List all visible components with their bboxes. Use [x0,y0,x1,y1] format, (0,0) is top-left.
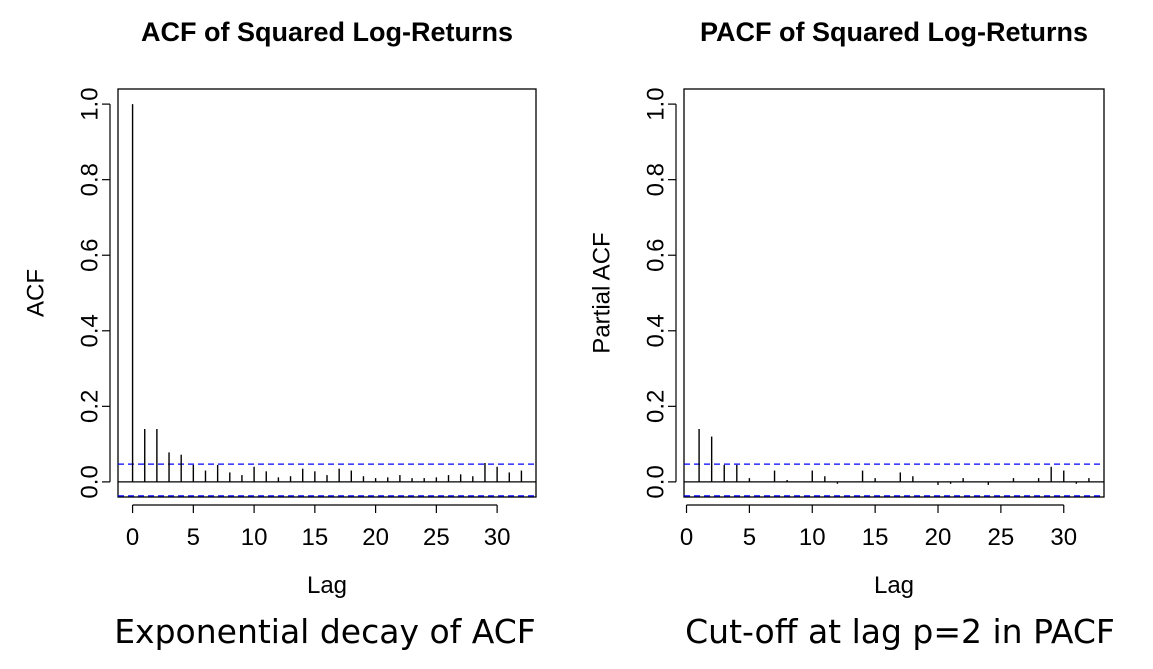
acf-x-tick-label-10: 10 [241,524,268,551]
acf-x-tick-label-30: 30 [484,524,511,551]
pacf-chart: PACF of Squared Log-Returns 0 5 10 15 20 25 30 L… [589,17,1105,599]
acf-y-tick-label-2: 0.4 [77,314,104,347]
pacf-y-tick-label-5: 1.0 [643,87,670,120]
acf-y-tick-label-4: 0.8 [77,163,104,196]
acf-x-tick-label-25: 25 [423,524,450,551]
pacf-y-tick-label-1: 0.2 [643,390,670,423]
pacf-x-tick-label-20: 20 [925,524,952,551]
pacf-x-tick-label-30: 30 [1050,524,1077,551]
acf-x-tick-label-20: 20 [362,524,389,551]
pacf-plot-frame [683,88,1105,498]
acf-y-axis-label: ACF [23,269,50,317]
pacf-x-tick-label-0: 0 [680,524,693,551]
pacf-x-tick-label-5: 5 [743,524,756,551]
pacf-caption: Cut-off at lag p=2 in PACF [685,612,1115,651]
pacf-y-tick-label-0: 0.0 [643,465,670,498]
acf-plot-frame [117,88,537,498]
acf-x-tick-label-15: 15 [301,524,328,551]
pacf-y-tick-label-4: 0.8 [643,163,670,196]
pacf-title: PACF of Squared Log-Returns [700,17,1088,47]
pacf-y-tick-label-2: 0.4 [643,314,670,347]
acf-x-tick-label-0: 0 [126,524,139,551]
pacf-x-tick-label-10: 10 [799,524,826,551]
acf-caption: Exponential decay of ACF [114,612,536,651]
pacf-x-tick-label-25: 25 [988,524,1015,551]
acf-y-tick-label-5: 1.0 [77,87,104,120]
pacf-y-axis-label: Partial ACF [589,232,616,353]
acf-y-tick-label-0: 0.0 [77,465,104,498]
pacf-x-axis-label: Lag [874,572,914,599]
acf-chart: ACF of Squared Log-Returns 0 5 10 15 20 25 30 La… [23,17,537,599]
acf-x-tick-label-5: 5 [187,524,200,551]
acf-title: ACF of Squared Log-Returns [141,17,513,47]
pacf-x-tick-label-15: 15 [862,524,889,551]
acf-y-tick-label-3: 0.6 [77,239,104,272]
acf-x-axis-label: Lag [307,572,347,599]
acf-y-tick-label-1: 0.2 [77,390,104,423]
pacf-y-tick-label-3: 0.6 [643,239,670,272]
